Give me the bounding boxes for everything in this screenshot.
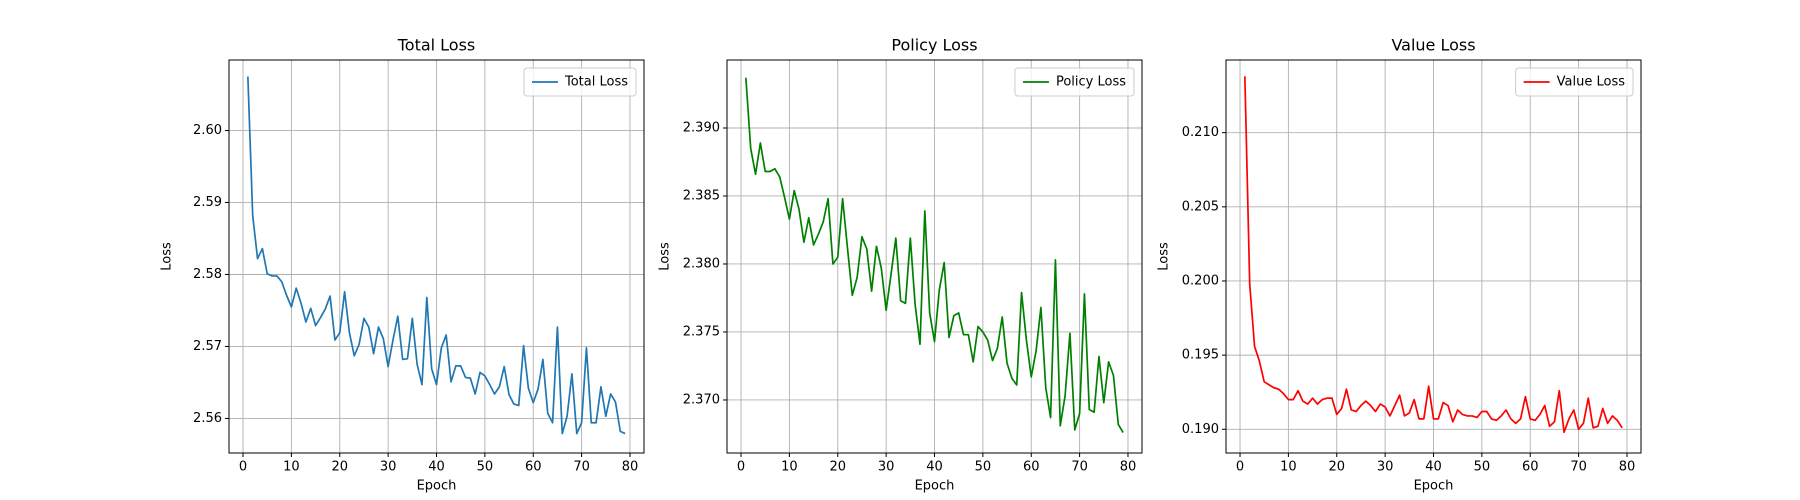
x-tick-label: 10 xyxy=(781,460,798,475)
y-tick-label: 2.58 xyxy=(193,267,222,282)
y-axis-label: Loss xyxy=(658,242,673,271)
legend-label: Policy Loss xyxy=(1056,75,1126,90)
x-tick-label: 40 xyxy=(428,460,445,475)
x-axis-label: Epoch xyxy=(417,479,457,494)
x-tick-label: 20 xyxy=(331,460,348,475)
x-tick-label: 20 xyxy=(829,460,846,475)
y-tick-label: 2.375 xyxy=(683,324,720,339)
x-tick-label: 0 xyxy=(239,460,247,475)
x-tick-label: 30 xyxy=(878,460,895,475)
x-tick-label: 10 xyxy=(1280,460,1297,475)
x-tick-label: 50 xyxy=(477,460,494,475)
x-tick-label: 30 xyxy=(1377,460,1394,475)
line-series xyxy=(1244,76,1623,434)
legend-box xyxy=(1014,67,1135,97)
y-axis-label: Loss xyxy=(160,242,175,271)
x-tick-label: 20 xyxy=(1328,460,1345,475)
x-tick-label: 70 xyxy=(1570,460,1587,475)
chart-title: Policy Loss xyxy=(891,36,977,55)
x-tick-label: 0 xyxy=(1236,460,1244,475)
y-tick-label: 2.385 xyxy=(683,188,720,203)
line-series xyxy=(247,76,626,435)
legend-label: Total Loss xyxy=(564,75,628,90)
y-tick-label: 0.195 xyxy=(1182,348,1219,363)
x-tick-label: 70 xyxy=(1071,460,1088,475)
legend-box xyxy=(523,67,637,97)
x-axis-label: Epoch xyxy=(915,479,955,494)
x-tick-label: 80 xyxy=(622,460,639,475)
y-tick-label: 2.370 xyxy=(683,392,720,407)
legend: Total Loss xyxy=(523,67,637,97)
line-series xyxy=(745,77,1124,434)
y-tick-label: 0.200 xyxy=(1182,273,1219,288)
x-tick-label: 70 xyxy=(573,460,590,475)
y-tick-label: 2.60 xyxy=(193,123,222,138)
y-axis-label: Loss xyxy=(1157,242,1172,271)
x-tick-label: 40 xyxy=(926,460,943,475)
axes-frame xyxy=(1225,59,1642,454)
y-tick-label: 2.57 xyxy=(193,339,222,354)
axes-frame xyxy=(228,59,645,454)
y-tick-label: 2.59 xyxy=(193,195,222,210)
x-tick-label: 60 xyxy=(525,460,542,475)
axes-frame xyxy=(726,59,1143,454)
legend-box xyxy=(1515,67,1634,97)
y-tick-label: 2.390 xyxy=(683,120,720,135)
legend-label: Value Loss xyxy=(1557,75,1626,90)
x-tick-label: 80 xyxy=(1120,460,1137,475)
y-tick-label: 0.210 xyxy=(1182,125,1219,140)
y-tick-label: 2.56 xyxy=(193,411,222,426)
chart-title: Value Loss xyxy=(1391,36,1475,55)
x-tick-label: 30 xyxy=(380,460,397,475)
x-tick-label: 60 xyxy=(1522,460,1539,475)
x-tick-label: 40 xyxy=(1425,460,1442,475)
x-tick-label: 50 xyxy=(1474,460,1491,475)
y-tick-label: 0.190 xyxy=(1182,422,1219,437)
chart-title: Total Loss xyxy=(397,36,476,55)
x-tick-label: 0 xyxy=(737,460,745,475)
x-tick-label: 80 xyxy=(1619,460,1636,475)
x-axis-label: Epoch xyxy=(1414,479,1454,494)
legend: Policy Loss xyxy=(1014,67,1135,97)
x-tick-label: 10 xyxy=(283,460,300,475)
x-tick-label: 50 xyxy=(975,460,992,475)
y-tick-label: 0.205 xyxy=(1182,199,1219,214)
y-tick-label: 2.380 xyxy=(683,256,720,271)
legend: Value Loss xyxy=(1515,67,1634,97)
x-tick-label: 60 xyxy=(1023,460,1040,475)
